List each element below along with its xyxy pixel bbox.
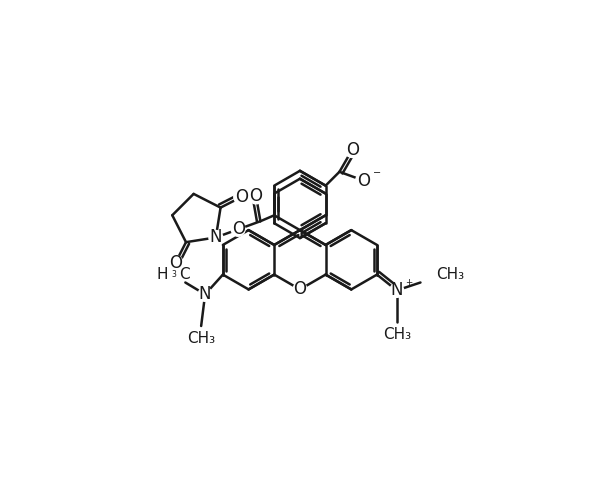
Circle shape <box>356 173 372 189</box>
Text: O: O <box>235 188 248 206</box>
Circle shape <box>198 288 212 301</box>
Text: $^{+}$: $^{+}$ <box>405 279 413 292</box>
Text: O: O <box>231 220 244 239</box>
Text: O: O <box>293 280 306 299</box>
Circle shape <box>167 255 183 271</box>
Text: CH₃: CH₃ <box>436 267 464 282</box>
Text: O: O <box>168 254 182 272</box>
Circle shape <box>390 284 403 297</box>
Text: CH₃: CH₃ <box>383 327 411 342</box>
Circle shape <box>248 188 264 204</box>
Text: O: O <box>357 171 370 190</box>
Circle shape <box>234 189 250 205</box>
Text: CH₃: CH₃ <box>187 331 215 347</box>
Text: O: O <box>250 187 263 205</box>
Circle shape <box>209 230 223 244</box>
Text: H: H <box>156 267 167 282</box>
Circle shape <box>293 283 307 296</box>
Text: N: N <box>199 286 211 303</box>
Text: N: N <box>210 228 222 246</box>
Text: N: N <box>391 281 403 300</box>
Text: $^{-}$: $^{-}$ <box>372 169 382 184</box>
Text: $_3$: $_3$ <box>171 268 178 281</box>
Circle shape <box>231 222 245 236</box>
Text: C: C <box>180 267 190 282</box>
Text: O: O <box>346 141 359 158</box>
Circle shape <box>345 142 360 157</box>
